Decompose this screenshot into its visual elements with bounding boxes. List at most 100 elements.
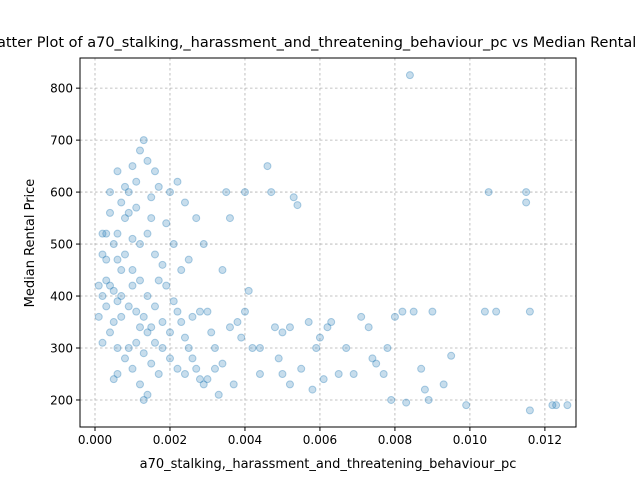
point	[128, 281, 137, 290]
point	[188, 354, 197, 363]
point	[184, 344, 193, 353]
y-tick-label: 400	[50, 290, 73, 304]
point	[177, 266, 186, 275]
point	[334, 369, 343, 378]
y-tick-label: 700	[50, 134, 73, 148]
point	[113, 369, 122, 378]
point	[102, 302, 111, 311]
point	[244, 286, 253, 295]
y-tick-label: 300	[50, 342, 73, 356]
point	[255, 344, 264, 353]
point	[548, 401, 557, 410]
chart-title: Scatter Plot of a70_stalking,_harassment…	[0, 35, 640, 51]
point	[210, 344, 219, 353]
point	[387, 395, 396, 404]
point	[225, 214, 234, 223]
point	[203, 375, 212, 384]
point	[173, 177, 182, 186]
point	[525, 406, 534, 415]
point	[199, 240, 208, 249]
points	[94, 71, 572, 415]
x-tick-label: 0.008	[378, 433, 412, 447]
point	[424, 395, 433, 404]
point	[323, 323, 332, 332]
point	[109, 318, 118, 327]
point	[150, 302, 159, 311]
point	[147, 323, 156, 332]
point	[128, 364, 137, 373]
point	[135, 146, 144, 155]
point	[124, 208, 133, 217]
point	[124, 302, 133, 311]
point	[195, 307, 204, 316]
point	[162, 281, 171, 290]
point	[139, 349, 148, 358]
point	[274, 354, 283, 363]
point	[154, 369, 163, 378]
point	[484, 188, 493, 197]
point	[522, 198, 531, 207]
point	[162, 219, 171, 228]
point	[117, 266, 126, 275]
point	[207, 328, 216, 337]
point	[143, 390, 152, 399]
point	[120, 354, 129, 363]
point	[143, 229, 152, 238]
point	[308, 385, 317, 394]
point	[135, 323, 144, 332]
point	[390, 312, 399, 321]
point	[165, 188, 174, 197]
point	[285, 323, 294, 332]
point	[233, 318, 242, 327]
point	[368, 354, 377, 363]
point	[113, 167, 122, 176]
point	[102, 255, 111, 264]
point	[132, 338, 141, 347]
point	[180, 369, 189, 378]
point	[147, 193, 156, 202]
point	[552, 401, 561, 410]
point	[143, 292, 152, 301]
point	[428, 307, 437, 316]
point	[117, 312, 126, 321]
point	[563, 401, 572, 410]
point	[158, 318, 167, 327]
point	[132, 203, 141, 212]
point	[237, 333, 246, 342]
x-tick-label: 0.000	[78, 433, 112, 447]
point	[94, 281, 103, 290]
point	[177, 318, 186, 327]
point	[327, 318, 336, 327]
point	[293, 201, 302, 210]
point	[120, 250, 129, 259]
point	[203, 307, 212, 316]
point	[135, 276, 144, 285]
point	[199, 380, 208, 389]
point	[98, 292, 107, 301]
point	[94, 312, 103, 321]
point	[139, 136, 148, 145]
point	[522, 188, 531, 197]
point	[143, 328, 152, 337]
point	[132, 307, 141, 316]
x-tick-label: 0.004	[228, 433, 262, 447]
point	[124, 188, 133, 197]
point	[462, 401, 471, 410]
point	[169, 297, 178, 306]
point	[109, 240, 118, 249]
point	[102, 276, 111, 285]
point	[372, 359, 381, 368]
point	[349, 369, 358, 378]
point	[117, 198, 126, 207]
point	[278, 369, 287, 378]
x-tick-label: 0.002	[153, 433, 187, 447]
y-axis-label: Median Rental Price	[23, 179, 38, 308]
point	[480, 307, 489, 316]
point	[158, 344, 167, 353]
point	[169, 240, 178, 249]
point	[218, 266, 227, 275]
point	[240, 307, 249, 316]
point	[229, 380, 238, 389]
point	[214, 390, 223, 399]
point	[150, 338, 159, 347]
